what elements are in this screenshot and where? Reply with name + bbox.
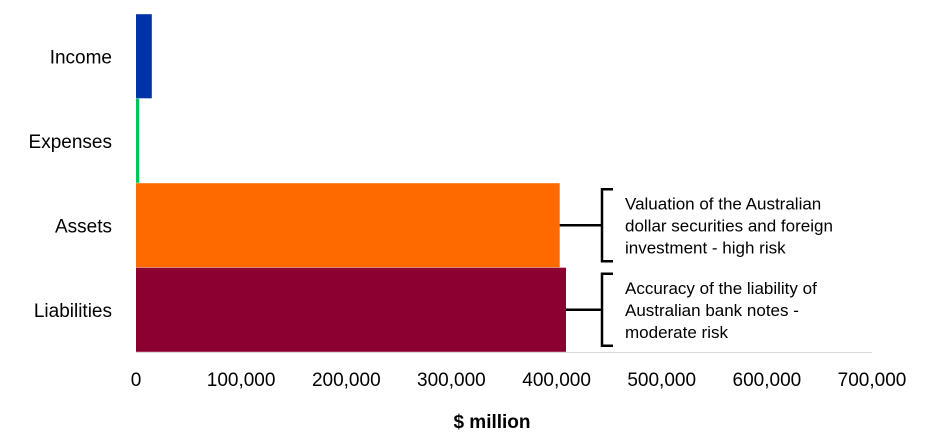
annotation-text-line: moderate risk — [625, 323, 728, 342]
category-label-income: Income — [50, 47, 112, 68]
x-tick-label: 0 — [131, 370, 142, 391]
annotation-text-line: Accuracy of the liability of — [625, 279, 817, 298]
x-tick-label: 700,000 — [838, 370, 907, 391]
bar-liabilities — [136, 267, 566, 352]
x-axis-title: $ million — [453, 412, 530, 433]
annotation-bracket — [600, 188, 613, 263]
bar-expenses — [136, 98, 140, 183]
annotation-text-line: Australian bank notes - — [625, 301, 799, 320]
annotations: Valuation of the Australian dollar securi… — [559, 188, 833, 347]
annotation-assets: Valuation of the Australian dollar securi… — [559, 188, 833, 263]
category-label-expenses: Expenses — [29, 132, 112, 153]
bars-group — [136, 14, 566, 352]
x-tick-label: 200,000 — [312, 370, 381, 391]
bar-income — [136, 14, 152, 99]
annotation-bracket — [600, 272, 613, 347]
annotation-liabilities: Accuracy of the liability of Australian b… — [566, 272, 817, 347]
bar-assets — [136, 183, 560, 268]
category-labels: Income Expenses Assets Liabilities — [29, 47, 112, 322]
annotation-text-line: Valuation of the Australian — [625, 194, 821, 213]
x-tick-label: 300,000 — [417, 370, 486, 391]
x-tick-label: 600,000 — [733, 370, 802, 391]
category-label-liabilities: Liabilities — [34, 301, 112, 322]
annotation-text-line: dollar securities and foreign — [625, 216, 833, 235]
x-tick-label: 100,000 — [207, 370, 276, 391]
x-tick-labels: 0 100,000 200,000 300,000 400,000 500,000 600,… — [131, 370, 907, 391]
category-label-assets: Assets — [55, 216, 112, 237]
x-tick-label: 400,000 — [522, 370, 591, 391]
annotation-text-line: investment - high risk — [625, 238, 786, 257]
x-tick-label: 500,000 — [627, 370, 696, 391]
